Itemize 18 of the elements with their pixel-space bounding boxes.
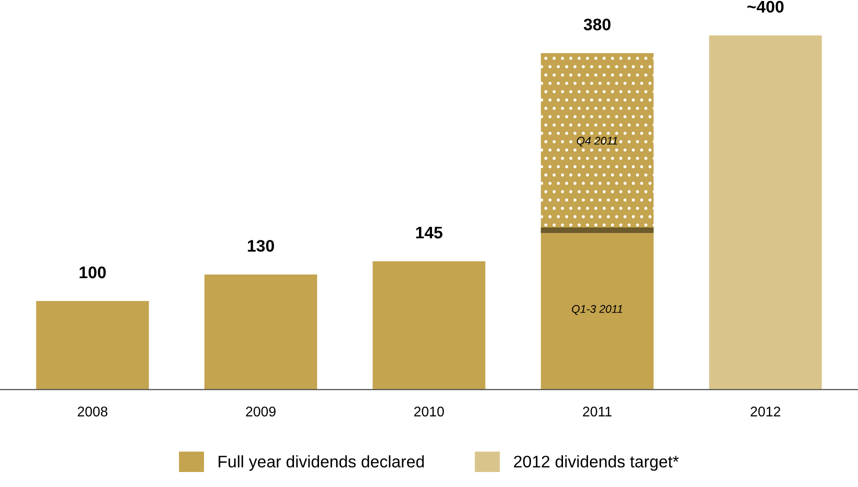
annotation: Q4 2011 [576,136,618,147]
x-tick-label: 2010 [414,406,444,416]
x-tick-label: 2012 [750,406,780,416]
data-label: 130 [248,240,274,252]
x-tick-label: 2011 [583,406,612,416]
bar [372,261,486,390]
data-label: 100 [80,266,106,278]
x-tick-label: 2008 [78,406,108,416]
total-label: 380 [584,18,610,30]
data-label: ~400 [747,0,784,13]
legend-label: 2012 dividends target* [514,455,679,471]
data-label: 145 [416,226,442,238]
annotation: Q1-3 2011 [572,305,622,315]
x-tick-label: 2009 [246,406,276,416]
bar [36,301,149,390]
legend-label: Full year dividends declared [218,455,424,471]
bar [204,274,318,390]
bar [709,35,822,390]
